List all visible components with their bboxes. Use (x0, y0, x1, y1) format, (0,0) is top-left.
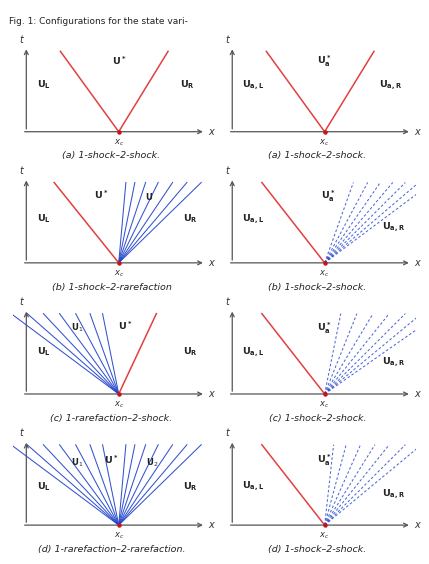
Text: $x_c$: $x_c$ (114, 531, 124, 541)
Text: $\mathbf{U_L}$: $\mathbf{U_L}$ (37, 481, 51, 493)
Text: $\mathbf{U_{a,R}}$: $\mathbf{U_{a,R}}$ (380, 78, 402, 92)
Text: $t$: $t$ (19, 426, 25, 438)
Text: $x$: $x$ (414, 520, 423, 530)
Text: $\mathbf{U_a^*}$: $\mathbf{U_a^*}$ (321, 190, 335, 205)
Text: (b) 1-shock–2-shock.: (b) 1-shock–2-shock. (268, 283, 367, 292)
Text: $\mathbf{U_{a,L}}$: $\mathbf{U_{a,L}}$ (242, 212, 264, 226)
Text: $t$: $t$ (19, 295, 25, 307)
Text: $\mathbf{U_L}$: $\mathbf{U_L}$ (37, 79, 51, 91)
Text: $\mathbf{U_{a,R}}$: $\mathbf{U_{a,R}}$ (382, 488, 405, 501)
Text: $\mathbf{U}_2$: $\mathbf{U}_2$ (146, 456, 158, 469)
Text: $x$: $x$ (414, 389, 423, 399)
Text: $x_c$: $x_c$ (114, 268, 124, 279)
Text: $t$: $t$ (19, 164, 25, 176)
Text: $x$: $x$ (414, 258, 423, 268)
Text: (d) 1-shock–2-shock.: (d) 1-shock–2-shock. (268, 545, 367, 554)
Text: $\mathbf{U_R}$: $\mathbf{U_R}$ (183, 346, 198, 359)
Text: $\mathbf{U^*}$: $\mathbf{U^*}$ (112, 55, 126, 67)
Text: $\mathbf{U}_1$: $\mathbf{U}_1$ (71, 322, 84, 334)
Text: $t$: $t$ (225, 164, 231, 176)
Text: $x$: $x$ (208, 127, 217, 136)
Text: (c) 1-rarefaction–2-shock.: (c) 1-rarefaction–2-shock. (51, 414, 172, 423)
Text: $t$: $t$ (225, 295, 231, 307)
Text: $\mathbf{U_a^*}$: $\mathbf{U_a^*}$ (317, 453, 332, 468)
Text: (d) 1-rarefaction–2-rarefaction.: (d) 1-rarefaction–2-rarefaction. (38, 545, 185, 554)
Text: $x_c$: $x_c$ (320, 400, 330, 410)
Text: $t$: $t$ (225, 33, 231, 45)
Text: Fig. 1: Configurations for the state vari-: Fig. 1: Configurations for the state var… (9, 17, 187, 26)
Text: $t$: $t$ (19, 33, 25, 45)
Text: $\mathbf{U^*}$: $\mathbf{U^*}$ (104, 453, 119, 465)
Text: $\mathbf{U_a^*}$: $\mathbf{U_a^*}$ (317, 54, 332, 69)
Text: $\mathbf{U_L}$: $\mathbf{U_L}$ (37, 346, 51, 359)
Text: $\mathbf{U^*}$: $\mathbf{U^*}$ (94, 188, 108, 201)
Text: $x$: $x$ (208, 258, 217, 268)
Text: $\mathbf{U_{a,R}}$: $\mathbf{U_{a,R}}$ (382, 355, 405, 369)
Text: $\mathbf{U_R}$: $\mathbf{U_R}$ (183, 481, 198, 493)
Text: (a) 1-shock–2-shock.: (a) 1-shock–2-shock. (63, 152, 160, 161)
Text: $\mathbf{U_a^*}$: $\mathbf{U_a^*}$ (317, 320, 332, 336)
Text: $\mathbf{U_{a,R}}$: $\mathbf{U_{a,R}}$ (382, 220, 405, 233)
Text: $\mathbf{U_{a,L}}$: $\mathbf{U_{a,L}}$ (242, 345, 264, 359)
Text: $\mathbf{U_L}$: $\mathbf{U_L}$ (37, 213, 51, 225)
Text: $\mathbf{U}$: $\mathbf{U}$ (145, 191, 153, 202)
Text: $\mathbf{U^*}$: $\mathbf{U^*}$ (118, 319, 132, 332)
Text: $x_c$: $x_c$ (320, 531, 330, 541)
Text: $\mathbf{U_R}$: $\mathbf{U_R}$ (181, 79, 195, 91)
Text: $t$: $t$ (225, 426, 231, 438)
Text: $\mathbf{U_{a,L}}$: $\mathbf{U_{a,L}}$ (242, 78, 264, 92)
Text: $\mathbf{U_R}$: $\mathbf{U_R}$ (183, 213, 198, 225)
Text: $x$: $x$ (208, 389, 217, 399)
Text: $x_c$: $x_c$ (320, 268, 330, 279)
Text: $x_c$: $x_c$ (320, 138, 330, 148)
Text: $x$: $x$ (208, 520, 217, 530)
Text: (c) 1-shock–2-shock.: (c) 1-shock–2-shock. (269, 414, 366, 423)
Text: $x_c$: $x_c$ (114, 400, 124, 410)
Text: $\mathbf{U}_1$: $\mathbf{U}_1$ (71, 456, 84, 469)
Text: $\mathbf{U_{a,L}}$: $\mathbf{U_{a,L}}$ (242, 479, 264, 494)
Text: $x_c$: $x_c$ (114, 138, 124, 148)
Text: $x$: $x$ (414, 127, 423, 136)
Text: (b) 1-shock–2-rarefaction: (b) 1-shock–2-rarefaction (51, 283, 172, 292)
Text: (a) 1-shock–2-shock.: (a) 1-shock–2-shock. (269, 152, 366, 161)
